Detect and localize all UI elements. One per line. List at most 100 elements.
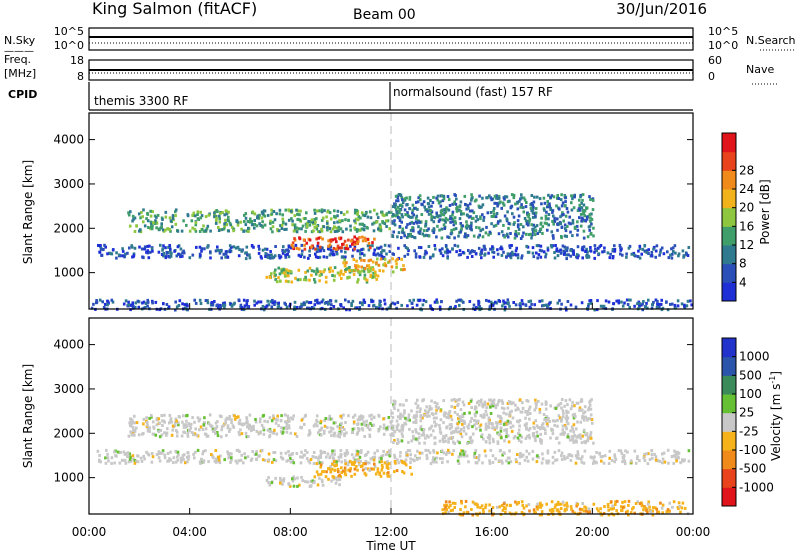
echo-cell [515,246,518,250]
echo-cell [252,245,255,249]
echo-cell [199,216,203,220]
echo-cell [215,304,218,308]
echo-cell [250,244,254,247]
echo-cell [361,417,364,421]
echo-cell [507,440,511,444]
echo-cell [514,249,518,253]
echo-cell [640,501,643,505]
echo-cell [487,251,490,255]
echo-cell [502,411,505,415]
echo-cell [161,449,165,453]
echo-cell [576,502,579,506]
echo-cell [360,265,363,269]
echo-cell [439,200,442,204]
echo-cell [403,409,406,413]
echo-cell [545,222,548,226]
freq-label: Freq. [4,53,31,66]
echo-cell [124,299,128,303]
echo-cell [175,430,179,434]
echo-cell [235,448,239,452]
echo-cell [588,213,592,217]
echo-cell [132,253,136,257]
echo-cell [291,223,294,227]
echo-cell [234,459,238,463]
echo-cell [288,484,292,488]
echo-cell [267,452,271,456]
echo-cell [129,308,132,312]
echo-cell [566,225,569,228]
echo-cell [498,449,502,453]
echo-cell [316,420,319,424]
echo-cell [514,500,517,504]
echo-cell [609,507,613,511]
echo-cell [576,228,580,232]
echo-cell [441,208,444,212]
echo-cell [285,268,288,272]
echo-cell [556,418,559,422]
echo-cell [517,432,520,435]
echo-cell [236,245,240,249]
echo-cell [398,403,402,407]
echo-cell [438,228,441,232]
echo-cell [515,234,518,238]
echo-cell [520,193,523,197]
echo-cell [592,502,596,506]
echo-cell [551,461,555,465]
echo-cell [319,453,322,457]
echo-cell [464,232,467,236]
echo-cell [306,221,309,225]
echo-cell [565,501,569,505]
echo-cell [574,454,578,458]
echo-cell [226,450,229,454]
echo-cell [223,225,226,229]
echo-cell [470,221,473,225]
echo-cell [322,249,326,253]
echo-cell [670,455,674,459]
echo-cell [352,240,355,244]
echo-cell [581,198,584,202]
echo-cell [509,421,513,425]
echo-cell [679,461,682,465]
echo-cell [621,500,624,504]
echo-cell [221,211,224,215]
echo-cell [606,503,610,506]
echo-cell [251,210,255,214]
echo-cell [334,237,337,241]
echo-cell [450,228,453,232]
echo-cell [589,433,592,437]
echo-cell [534,402,538,405]
echo-cell [382,249,386,253]
echo-cell [245,421,249,424]
echo-cell [215,219,218,223]
echo-cell [556,222,559,226]
echo-cell [437,201,441,205]
echo-cell [535,195,539,199]
echo-cell [168,255,171,259]
echo-cell [601,250,604,254]
echo-cell [622,456,625,460]
echo-cell [320,208,324,212]
echo-cell [550,500,554,504]
echo-cell [114,454,117,458]
echo-cell [459,427,463,431]
echo-cell [269,219,272,223]
echo-cell [346,247,350,251]
y-tick-label: 4000 [53,133,84,147]
echo-cell [551,210,554,214]
echo-cell [478,233,481,237]
echo-cell [370,423,374,427]
echo-cell [444,511,447,515]
echo-cell [316,256,320,259]
velocity-colorbar-label-close: ] [769,371,783,376]
echo-cell [435,298,438,302]
echo-cell [398,219,402,223]
echo-cell [490,422,494,425]
echo-cell [647,298,650,302]
echo-cell [291,417,295,421]
echo-cell [480,504,484,508]
echo-cell [429,433,433,437]
echo-cell [320,227,323,231]
echo-cell [301,303,305,307]
echo-cell [531,211,535,215]
echo-cell [376,449,379,453]
